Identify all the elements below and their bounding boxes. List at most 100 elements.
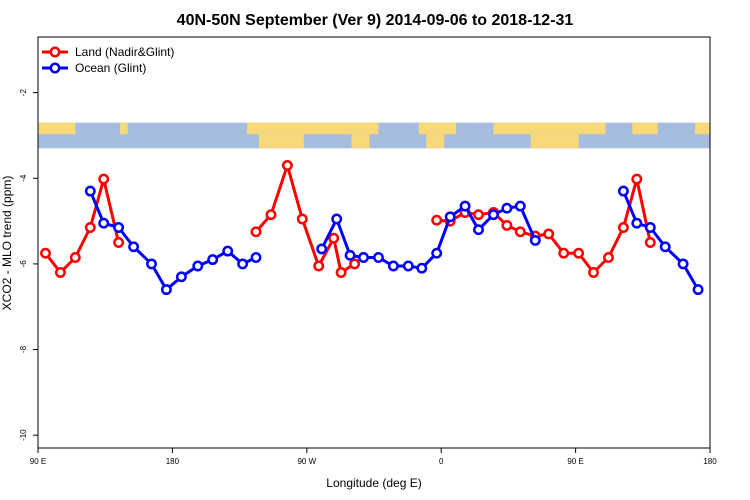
series-line-ocean (320, 204, 537, 270)
plot-frame (37, 36, 711, 449)
data-point-ocean (84, 185, 96, 197)
data-point-ocean (488, 209, 499, 221)
data-point-land (588, 267, 599, 278)
data-point-ocean (514, 200, 526, 212)
data-point-land (631, 173, 643, 185)
y-tick-label: -6 (19, 260, 28, 268)
y-axis-ticks: -2 -4 -6 -8 -10 (19, 89, 38, 441)
data-point-ocean (659, 241, 671, 253)
x-tick-label: 90 E (567, 457, 583, 466)
series-layer (40, 159, 704, 296)
data-point-land (54, 267, 66, 278)
data-point-ocean (113, 222, 125, 233)
data-point-land (431, 214, 443, 226)
data-point-ocean (146, 258, 157, 270)
data-point-land (501, 219, 513, 231)
data-point-ocean (387, 260, 399, 272)
data-point-ocean (250, 252, 262, 263)
data-point-land (313, 260, 325, 272)
series-line-ocean (622, 190, 700, 291)
map-land-patch (493, 122, 606, 135)
data-point-ocean (677, 258, 689, 270)
series-line-land (254, 163, 356, 274)
data-point-ocean (431, 247, 443, 259)
data-point-ocean (501, 202, 513, 214)
data-point-ocean (192, 260, 204, 272)
data-point-land (328, 232, 340, 244)
y-tick-label: -10 (19, 429, 28, 441)
data-point-ocean (160, 284, 172, 296)
map-land-patch (38, 122, 76, 135)
data-point-land (84, 222, 96, 233)
data-point-ocean (331, 213, 343, 225)
map-land-patch (530, 134, 579, 149)
data-point-ocean (617, 185, 629, 197)
data-point-land (543, 228, 555, 240)
data-point-ocean (344, 249, 356, 261)
y-axis-label: XCO2 - MLO trend (ppm) (0, 176, 14, 311)
data-point-land (558, 247, 570, 259)
legend-label-land: Land (Nadir&Glint) (75, 45, 174, 59)
x-tick-label: 0 (439, 457, 444, 466)
series-line-land (436, 177, 652, 274)
data-point-ocean (128, 241, 140, 253)
data-point-land (250, 226, 262, 238)
data-point-land (473, 209, 484, 221)
x-tick-label: 90 W (297, 457, 316, 466)
data-point-land (40, 247, 51, 259)
data-point-land (335, 267, 347, 278)
data-point-land (281, 159, 293, 171)
map-land-patch (120, 122, 128, 135)
y-tick-label: -8 (19, 345, 28, 353)
x-tick-label: 90 E (30, 457, 46, 466)
data-point-land (265, 209, 277, 221)
data-point-ocean (692, 284, 704, 296)
data-point-land (644, 237, 656, 248)
data-point-ocean (222, 245, 234, 257)
data-point-ocean (373, 252, 384, 263)
data-point-ocean (98, 217, 110, 229)
map-land-patch (247, 122, 379, 135)
world-map-strip (38, 122, 710, 149)
map-land-patch (695, 122, 710, 135)
data-point-ocean (402, 260, 414, 272)
data-point-ocean (207, 254, 219, 266)
data-point-land (113, 237, 125, 248)
data-point-ocean (473, 224, 484, 236)
data-point-ocean (316, 243, 328, 255)
data-point-land (617, 222, 629, 233)
data-point-land (514, 226, 526, 238)
data-point-land (296, 213, 308, 225)
data-point-ocean (631, 217, 643, 229)
legend-label-ocean: Ocean (Glint) (75, 61, 146, 75)
legend-marker-ocean (49, 62, 61, 74)
y-tick-label: -2 (19, 89, 28, 97)
data-point-land (603, 252, 614, 263)
data-point-ocean (644, 222, 656, 233)
data-point-ocean (459, 200, 471, 212)
legend-marker-land (49, 46, 61, 58)
data-point-ocean (444, 211, 456, 223)
data-point-ocean (416, 262, 428, 274)
data-point-ocean (358, 252, 369, 263)
map-land-patch (418, 122, 457, 135)
map-land-patch (259, 134, 304, 149)
x-tick-label: 180 (703, 457, 717, 466)
x-axis-label: Longitude (deg E) (326, 476, 421, 490)
data-point-ocean (529, 234, 541, 246)
data-point-land (98, 173, 110, 185)
map-land-patch (426, 134, 445, 149)
chart-title: 40N-50N September (Ver 9) 2014-09-06 to … (177, 12, 574, 29)
data-point-ocean (175, 271, 187, 283)
y-tick-label: -4 (19, 174, 28, 182)
data-point-ocean (237, 258, 249, 270)
data-point-land (69, 252, 81, 263)
legend: Land (Nadir&Glint) Ocean (Glint) (42, 45, 174, 75)
x-axis-ticks: 90 E 180 90 W 0 90 E 180 (30, 448, 717, 466)
map-land-patch (351, 134, 370, 149)
map-land-patch (632, 122, 658, 135)
data-point-land (349, 258, 361, 270)
x-tick-label: 180 (166, 457, 180, 466)
data-point-land (573, 247, 585, 259)
